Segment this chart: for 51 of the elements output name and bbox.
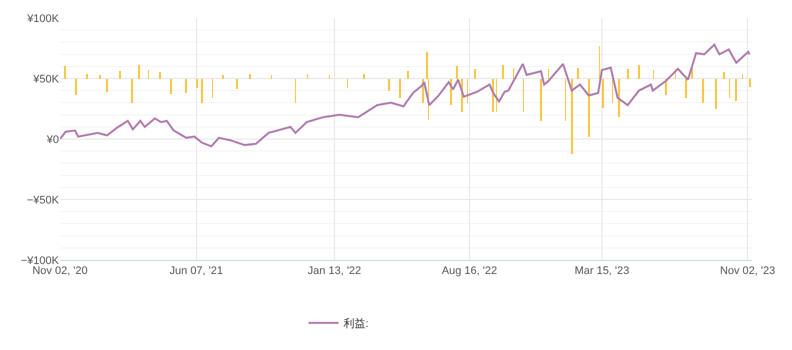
bar <box>715 79 717 109</box>
bar <box>502 65 504 79</box>
bar <box>638 65 640 79</box>
bar <box>602 79 604 108</box>
bar <box>407 71 409 79</box>
bar <box>749 79 751 87</box>
bar <box>201 79 203 103</box>
x-tick-label: Jun 07, '21 <box>170 265 223 278</box>
y-tick-label: −¥50K <box>26 194 60 206</box>
bar <box>75 79 77 95</box>
bar <box>588 79 590 137</box>
bar <box>185 79 187 93</box>
y-tick-label: ¥100K <box>26 12 60 25</box>
bar <box>571 79 573 154</box>
bar <box>618 79 620 117</box>
x-tick-label: Aug 16, '22 <box>442 265 498 278</box>
legend-label: 利益: <box>344 317 369 330</box>
bar <box>99 75 101 79</box>
bar <box>723 72 725 79</box>
x-tick-label: Mar 15, '23 <box>574 265 630 278</box>
bar <box>138 65 140 79</box>
bar <box>222 75 224 79</box>
x-tick-label: Nov 02, '20 <box>32 265 88 278</box>
bar <box>735 79 737 101</box>
bar <box>159 72 161 79</box>
bar <box>236 79 238 89</box>
bar <box>627 69 629 79</box>
bar <box>388 79 390 91</box>
bar <box>196 79 198 88</box>
bar <box>119 71 121 79</box>
bar <box>426 52 428 79</box>
bar <box>106 79 108 92</box>
bar <box>64 66 66 79</box>
bar <box>399 79 401 98</box>
bar <box>685 79 687 98</box>
line-series <box>60 44 750 148</box>
y-tick-label: −¥100K <box>20 254 60 267</box>
bar <box>249 74 251 79</box>
x-tick-label: Nov 02, '23 <box>720 265 776 278</box>
x-tick-label: Jan 13, '22 <box>308 265 362 278</box>
bar <box>86 74 88 79</box>
y-tick-label: ¥0 <box>46 134 59 146</box>
bar <box>131 79 133 103</box>
bar <box>170 79 172 94</box>
bar <box>702 79 704 103</box>
bar <box>363 74 365 79</box>
bar <box>577 68 579 79</box>
bar <box>474 69 476 79</box>
bar <box>456 66 458 79</box>
y-tick-label: ¥50K <box>32 73 60 86</box>
bar <box>540 79 542 121</box>
